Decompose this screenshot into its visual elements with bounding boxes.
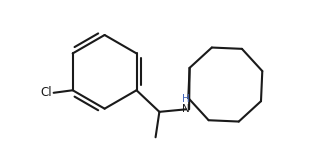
Text: N: N <box>182 104 190 114</box>
Text: H: H <box>182 94 190 104</box>
Text: Cl: Cl <box>41 86 52 99</box>
